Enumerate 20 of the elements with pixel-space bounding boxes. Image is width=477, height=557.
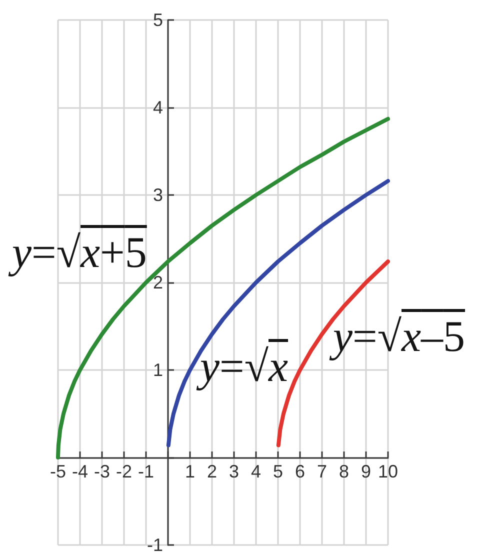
- y-tick-label: 2: [152, 272, 163, 292]
- x-tick-label: 7: [316, 462, 328, 482]
- x-tick-label: -2: [116, 462, 132, 482]
- x-tick-label: -4: [72, 462, 88, 482]
- x-tick-label: 4: [250, 462, 262, 482]
- x-tick-label: 8: [338, 462, 350, 482]
- x-tick-label: 5: [272, 462, 284, 482]
- y-tick-label: -1: [146, 535, 163, 555]
- x-tick-label: 2: [206, 462, 218, 482]
- x-tick-label: 9: [360, 462, 372, 482]
- y-tick-label: 5: [152, 10, 163, 30]
- x-tick-label: 3: [228, 462, 240, 482]
- x-tick-label: -5: [50, 462, 66, 482]
- y-tick-label: 3: [152, 185, 163, 205]
- y-tick-label: 4: [152, 98, 163, 118]
- x-tick-label: -3: [94, 462, 110, 482]
- x-tick-label: 6: [294, 462, 306, 482]
- x-tick-label: 10: [378, 462, 398, 482]
- x-tick-label: 1: [184, 462, 196, 482]
- y-tick-label: 1: [152, 360, 163, 380]
